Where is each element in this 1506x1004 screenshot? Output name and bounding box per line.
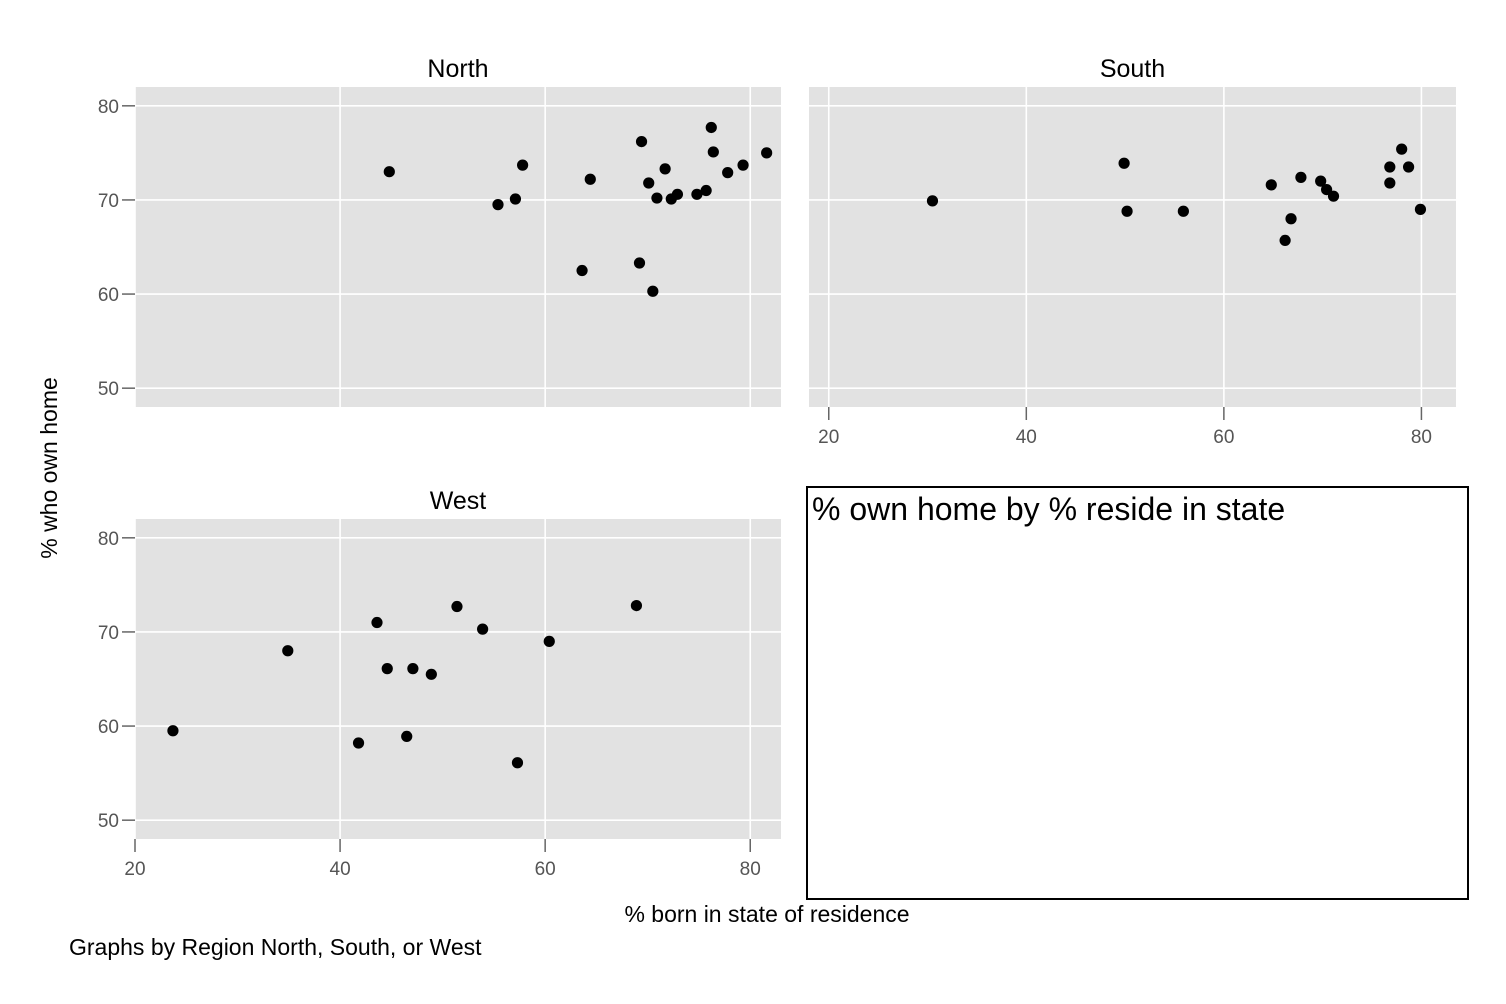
data-point: [401, 730, 413, 743]
x-tick-label: 60: [535, 859, 556, 880]
data-point: [451, 600, 463, 613]
x-tick-label: 40: [330, 859, 351, 880]
data-point: [371, 616, 383, 629]
data-point: [492, 199, 504, 211]
panel-north: North 50 60 70 80: [98, 55, 781, 407]
x-tick-label: 60: [1213, 427, 1234, 448]
data-point: [1295, 171, 1307, 183]
data-point: [517, 159, 529, 171]
data-point: [282, 645, 294, 657]
data-point: [647, 285, 659, 297]
data-point: [425, 668, 437, 680]
graphs-note: Graphs by Region North, South, or West: [69, 934, 482, 960]
y-tick-label: 80: [98, 529, 119, 550]
y-axis-label: % who own home: [36, 377, 62, 559]
title-box: [806, 486, 1469, 900]
data-point: [511, 757, 524, 769]
data-point: [1315, 175, 1327, 187]
x-tick-label: 20: [818, 427, 839, 448]
data-point: [1279, 234, 1291, 247]
data-point: [671, 188, 684, 200]
data-point: [926, 195, 939, 207]
data-point: [407, 663, 419, 675]
data-point: [584, 173, 596, 185]
data-point: [1414, 203, 1427, 215]
data-point: [1384, 161, 1396, 173]
data-point: [1285, 213, 1297, 225]
x-tick-label: 40: [1016, 427, 1037, 448]
x-tick-label: 80: [740, 859, 761, 880]
data-point: [700, 184, 712, 197]
panel-west: West 50 60 70 80 20 40 60 80: [98, 487, 781, 880]
panels: North 50 60 70 80 South 20 40 60 80 West 50 60 70 80 20…: [98, 55, 1456, 880]
data-point: [1384, 177, 1396, 189]
data-point: [691, 188, 703, 200]
data-point: [576, 264, 588, 277]
x-tick-label: 80: [1411, 427, 1432, 448]
data-point: [761, 147, 773, 159]
y-tick-label: 50: [98, 811, 119, 832]
plot-area: [809, 87, 1456, 407]
data-point: [737, 159, 749, 171]
data-point: [381, 663, 393, 675]
panel-south: South 20 40 60 80: [809, 55, 1456, 448]
data-point: [477, 623, 489, 635]
data-point: [659, 163, 671, 175]
y-tick-label: 60: [98, 285, 119, 306]
panel-title: West: [430, 487, 487, 515]
x-axis-label: % born in state of residence: [624, 901, 909, 927]
y-tick-label: 80: [98, 97, 119, 118]
data-point: [167, 725, 179, 737]
data-point: [651, 192, 663, 204]
y-tick-label: 70: [98, 623, 119, 644]
data-point: [707, 146, 719, 158]
data-point: [1118, 157, 1130, 169]
data-point: [633, 257, 646, 269]
plot-area: [135, 87, 781, 407]
panel-title: North: [427, 55, 488, 83]
data-point: [1327, 190, 1340, 202]
data-point: [509, 193, 522, 205]
data-point: [635, 135, 648, 148]
data-point: [1265, 179, 1277, 191]
title-box-text: % own home by % reside in state: [812, 491, 1285, 527]
data-point: [543, 635, 555, 647]
data-point: [722, 167, 734, 179]
data-point: [643, 177, 655, 189]
y-tick-label: 70: [98, 191, 119, 212]
data-point: [1121, 205, 1133, 217]
data-point: [630, 599, 643, 612]
data-point: [352, 737, 365, 749]
data-point: [705, 121, 717, 134]
panel-title: South: [1100, 55, 1165, 83]
plot-area: [135, 519, 781, 839]
y-tick-label: 60: [98, 717, 119, 738]
data-point: [383, 166, 395, 178]
data-point: [1177, 205, 1189, 217]
y-tick-label: 50: [98, 379, 119, 400]
data-point: [1396, 143, 1408, 155]
x-tick-label: 20: [124, 859, 145, 880]
data-point: [1402, 161, 1415, 173]
